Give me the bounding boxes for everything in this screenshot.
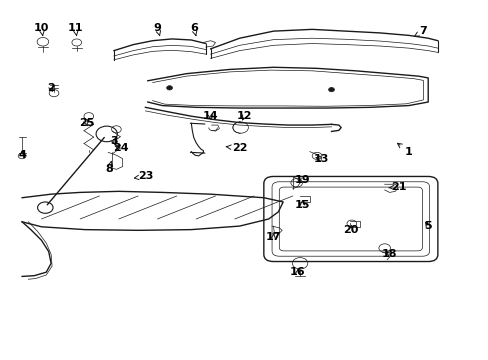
Text: 13: 13	[313, 154, 329, 164]
Text: 24: 24	[113, 143, 129, 153]
Circle shape	[328, 87, 334, 92]
Text: 7: 7	[413, 26, 427, 36]
Text: 11: 11	[67, 23, 83, 36]
Text: 20: 20	[343, 225, 358, 235]
Text: 3: 3	[110, 136, 118, 146]
Text: 12: 12	[236, 111, 252, 121]
Circle shape	[166, 86, 172, 90]
Text: 25: 25	[79, 118, 94, 128]
Text: 23: 23	[134, 171, 153, 181]
Text: 19: 19	[294, 175, 310, 185]
Text: 4: 4	[18, 150, 26, 160]
Text: 8: 8	[105, 161, 113, 174]
Text: 14: 14	[203, 111, 218, 121]
Text: 21: 21	[388, 182, 406, 192]
Text: 1: 1	[397, 143, 412, 157]
Text: 15: 15	[294, 200, 309, 210]
Text: 16: 16	[289, 267, 305, 277]
Text: 18: 18	[381, 249, 396, 260]
Text: 2: 2	[47, 83, 55, 93]
Text: 5: 5	[424, 221, 431, 231]
Text: 17: 17	[265, 232, 281, 242]
Text: 6: 6	[189, 23, 197, 36]
Text: 22: 22	[226, 143, 247, 153]
Text: 9: 9	[153, 23, 161, 36]
Text: 10: 10	[34, 23, 49, 36]
